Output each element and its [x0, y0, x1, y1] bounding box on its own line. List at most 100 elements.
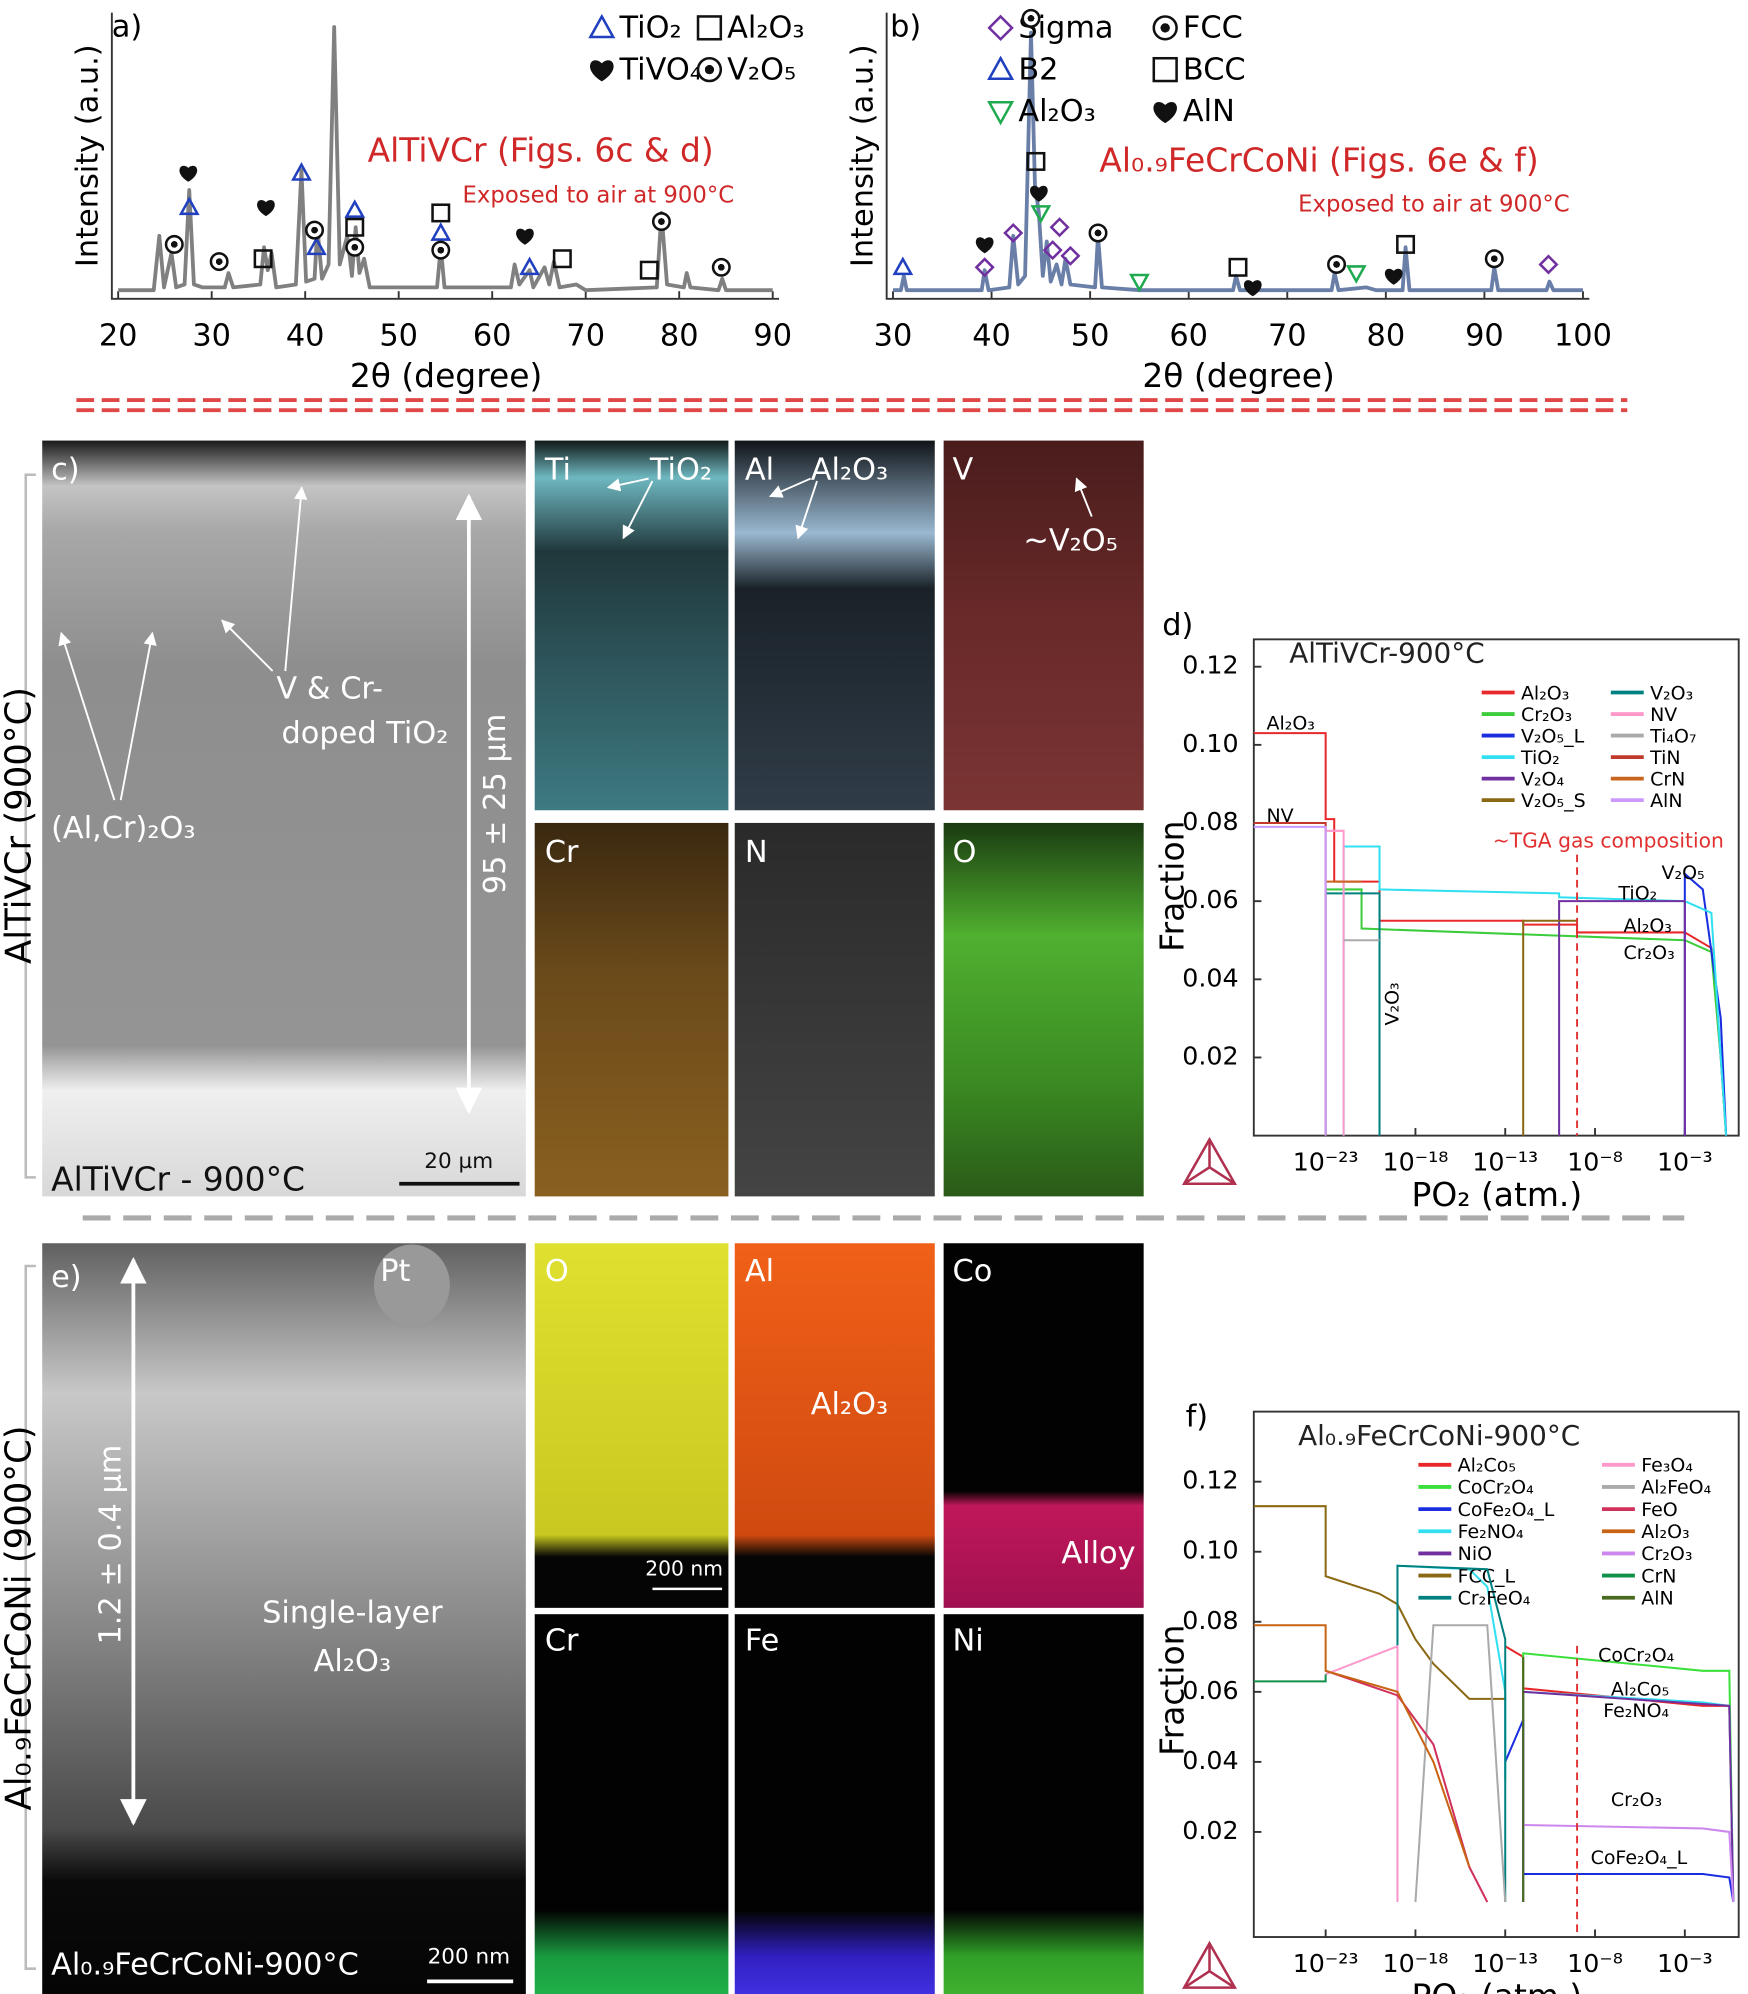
phase-marker: [1026, 151, 1046, 171]
annotation: Al₂O₃: [1266, 713, 1314, 735]
chart-subtitle: Exposed to air at 900°C: [1298, 192, 1570, 218]
plot-frame: [1252, 1410, 1740, 1938]
annotation: V₂O₅: [1661, 862, 1704, 884]
thickness-label: 95 ± 25 µm: [478, 714, 513, 895]
phase-marker: [552, 249, 572, 269]
eds-map: [943, 822, 1144, 1197]
x-tick-label: 60: [1169, 318, 1208, 353]
x-tick-label: 10⁻¹⁸: [1383, 1146, 1449, 1176]
series-line: [1253, 825, 1327, 1136]
x-tick-label: 10⁻¹⁸: [1383, 1948, 1449, 1978]
y-tick-label: 0.08: [1182, 806, 1238, 836]
arrow: [284, 486, 308, 672]
software-logo: [1181, 1940, 1238, 1989]
legend-label: CrN: [1650, 768, 1685, 790]
legend-label: CoCr₂O₄: [1458, 1477, 1534, 1499]
image-annotation: Al₂O₃: [314, 1644, 391, 1679]
x-tick-label: 50: [379, 318, 418, 353]
series-line: [1558, 900, 1686, 1136]
legend-label: AlN: [1650, 790, 1682, 812]
phase-marker: [209, 252, 229, 272]
x-tick-label: 70: [566, 318, 605, 353]
y-tick-label: 0.02: [1182, 1040, 1238, 1070]
phase-marker: [651, 212, 671, 232]
phase-marker: [1396, 234, 1416, 254]
x-tick-label: 40: [972, 318, 1011, 353]
plot-frame: [1252, 638, 1740, 1137]
phase-marker: [305, 220, 325, 240]
legend-label: CrN: [1641, 1565, 1676, 1587]
phase-marker: [1384, 268, 1403, 285]
y-tick-label: 0.10: [1182, 728, 1238, 758]
legend-label: Fe₂NO₄: [1458, 1521, 1524, 1543]
eds-map: [943, 440, 1144, 811]
eds-map: [734, 1243, 935, 1608]
arrow: [606, 477, 649, 492]
legend-label: Cr₂O₃: [1641, 1543, 1692, 1565]
phase-marker: [1003, 222, 1024, 243]
map-element: Ti: [544, 452, 571, 487]
arrow: [795, 480, 818, 540]
spectrum-line: [118, 25, 773, 293]
series-line: [1325, 1644, 1399, 1902]
x-axis-label: 2θ (degree): [350, 356, 543, 395]
arrow: [1074, 477, 1093, 517]
x-axis-label: 2θ (degree): [1142, 356, 1335, 395]
x-tick-label: 10⁻³: [1657, 1146, 1713, 1176]
x-tick-label: 10⁻⁸: [1567, 1146, 1623, 1176]
phase-marker: [344, 199, 366, 218]
y-tick-label: 0.06: [1182, 884, 1238, 914]
arrow: [119, 631, 157, 801]
phase-marker: [1030, 185, 1048, 202]
legend-label: V₂O₅_L: [1521, 725, 1585, 747]
x-tick-label: 100: [1554, 318, 1612, 353]
phase-marker: [1243, 280, 1262, 297]
map-element: Al: [745, 1254, 774, 1289]
legend-label: V₂O₃: [1650, 682, 1693, 704]
side-label: Al₀.₉FeCrCoNi (900°C): [0, 1425, 40, 1810]
phase-marker: [1484, 249, 1504, 269]
image-annotation: (Al,Cr)₂O₃: [51, 811, 196, 846]
phase-marker: [1060, 245, 1081, 266]
legend-label: Ti₄O₇: [1649, 725, 1696, 747]
legend-symbol: [987, 101, 1015, 126]
phase-marker: [1129, 273, 1150, 293]
eds-map: [534, 1614, 729, 1994]
phase-marker: [431, 240, 451, 260]
x-tick-label: 20: [99, 318, 138, 353]
phase-marker: [253, 249, 273, 269]
phase-marker: [1345, 265, 1367, 284]
legend-label: B2: [1018, 52, 1058, 87]
map-element: Co: [952, 1254, 992, 1289]
eds-map: [534, 822, 729, 1197]
map-label: TiO₂: [649, 452, 712, 487]
arrow: [58, 631, 116, 801]
eds-map: [734, 1614, 935, 1994]
x-tick-label: 50: [1071, 318, 1110, 353]
phase-marker: [892, 256, 914, 276]
phase-marker: [178, 196, 200, 216]
series-line: [1504, 1719, 1735, 1903]
legend-symbol: [696, 56, 723, 83]
y-tick-label: 0.04: [1182, 1745, 1238, 1775]
legend-symbol: [1152, 56, 1178, 83]
series-line: [1683, 871, 1728, 1136]
y-tick-label: 0.10: [1182, 1535, 1238, 1565]
legend-label: FCC_L: [1458, 1565, 1516, 1587]
legend-symbol: [588, 13, 616, 39]
scale-bar-label: 200 nm: [428, 1944, 511, 1969]
chart-subtitle: Exposed to air at 900°C: [463, 183, 735, 209]
series-line: [1253, 821, 1345, 1136]
panel-label: f): [1186, 1399, 1209, 1434]
y-axis-label: Intensity (a.u.): [71, 44, 106, 267]
map-label: Al₂O₃: [811, 1387, 888, 1422]
y-tick-label: 0.08: [1182, 1605, 1238, 1635]
eds-map: [534, 1243, 729, 1608]
legend-symbol: [1152, 15, 1178, 41]
map-element: Cr: [545, 835, 579, 870]
x-tick-label: 90: [1465, 318, 1504, 353]
phase-marker: [1021, 8, 1041, 28]
thickness-label: 1.2 ± 0.4 µm: [93, 1445, 128, 1645]
pt-region: [373, 1244, 450, 1326]
